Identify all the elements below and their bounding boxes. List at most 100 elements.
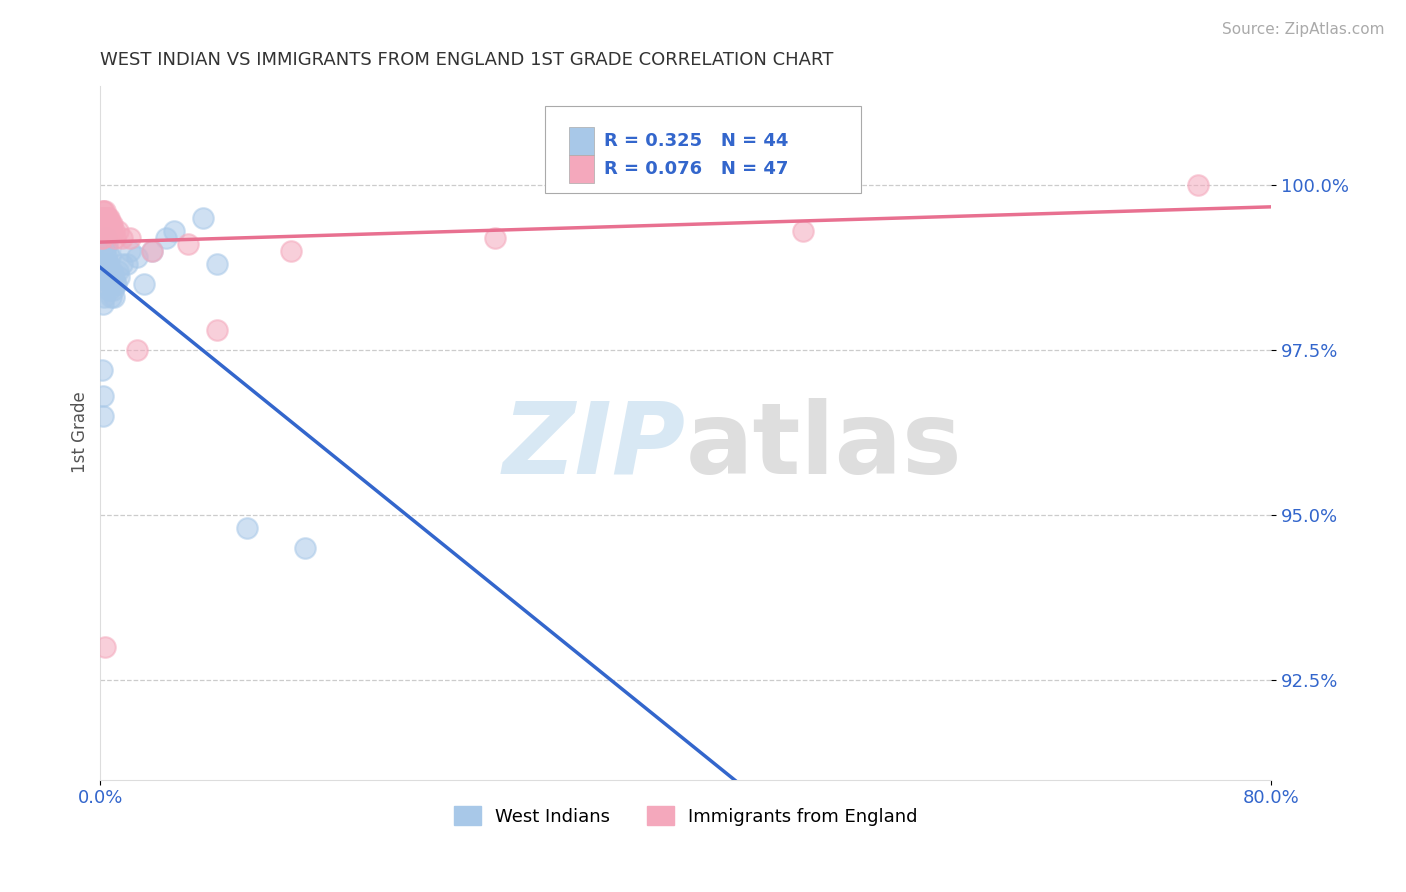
Point <box>93 257 115 271</box>
Point <box>91 204 114 219</box>
Point <box>90 211 112 225</box>
Point <box>103 224 125 238</box>
Point <box>101 217 124 231</box>
Legend: West Indians, Immigrants from England: West Indians, Immigrants from England <box>447 799 925 833</box>
Point <box>96 211 118 225</box>
Point <box>98 217 121 231</box>
Point <box>96 217 118 231</box>
FancyBboxPatch shape <box>546 106 862 193</box>
Point <box>93 211 115 225</box>
Point <box>484 230 506 244</box>
Point <box>91 277 114 291</box>
Point <box>96 263 118 277</box>
Point <box>98 263 121 277</box>
Point <box>125 251 148 265</box>
Text: ZIP: ZIP <box>503 398 686 495</box>
Point <box>90 230 112 244</box>
Point <box>141 244 163 258</box>
Point <box>155 230 177 244</box>
Point <box>96 251 118 265</box>
Point <box>1187 178 1209 192</box>
Point <box>97 217 120 231</box>
Point <box>104 230 127 244</box>
Point <box>100 290 122 304</box>
Point <box>280 244 302 258</box>
Point <box>90 224 112 238</box>
Point <box>107 224 129 238</box>
Point <box>107 263 129 277</box>
Point <box>235 521 257 535</box>
Point <box>96 211 118 225</box>
Point <box>294 541 316 556</box>
Point <box>207 323 229 337</box>
Point <box>96 237 118 252</box>
Text: R = 0.325   N = 44: R = 0.325 N = 44 <box>603 132 789 150</box>
Point <box>100 217 122 231</box>
Point <box>93 224 115 238</box>
Text: atlas: atlas <box>686 398 962 495</box>
Point <box>93 204 115 219</box>
Point <box>90 230 112 244</box>
Point <box>118 244 141 258</box>
Point <box>98 211 121 225</box>
Point <box>100 277 122 291</box>
Point <box>96 224 118 238</box>
Point <box>91 224 114 238</box>
Point <box>93 211 115 225</box>
Point <box>91 389 114 403</box>
Point <box>93 217 115 231</box>
Point <box>91 211 114 225</box>
Point <box>97 257 120 271</box>
Point <box>108 270 131 285</box>
Point <box>93 270 115 285</box>
Point <box>141 244 163 258</box>
Point <box>115 257 138 271</box>
Point <box>91 217 114 231</box>
Point <box>134 277 156 291</box>
Point <box>94 217 117 231</box>
Point <box>103 270 125 285</box>
Point <box>792 224 814 238</box>
Text: Source: ZipAtlas.com: Source: ZipAtlas.com <box>1222 22 1385 37</box>
Point <box>103 290 125 304</box>
Point <box>97 257 120 271</box>
Point <box>118 230 141 244</box>
Point <box>111 230 134 244</box>
Bar <box>568 155 595 183</box>
Point <box>94 244 117 258</box>
Point <box>91 204 114 219</box>
Point <box>93 217 115 231</box>
Point <box>125 343 148 357</box>
Point <box>104 277 127 291</box>
Point <box>93 224 115 238</box>
Point <box>162 224 184 238</box>
Point <box>100 224 122 238</box>
Point <box>101 284 124 298</box>
Point <box>97 224 120 238</box>
Point <box>98 277 121 291</box>
Point <box>105 277 128 291</box>
Point <box>101 263 124 277</box>
Point <box>97 244 120 258</box>
Point <box>177 237 200 252</box>
Point <box>91 296 114 310</box>
Point <box>97 270 120 285</box>
Point <box>98 224 121 238</box>
Point <box>96 230 118 244</box>
Point <box>191 211 214 225</box>
Y-axis label: 1st Grade: 1st Grade <box>72 392 89 474</box>
Point <box>94 211 117 225</box>
Point <box>98 284 121 298</box>
Point <box>91 409 114 423</box>
Point <box>94 640 117 655</box>
Point <box>93 290 115 304</box>
Point <box>91 224 114 238</box>
Point <box>111 257 134 271</box>
Text: R = 0.076   N = 47: R = 0.076 N = 47 <box>603 160 789 178</box>
Text: WEST INDIAN VS IMMIGRANTS FROM ENGLAND 1ST GRADE CORRELATION CHART: WEST INDIAN VS IMMIGRANTS FROM ENGLAND 1… <box>100 51 834 69</box>
Point <box>91 217 114 231</box>
Point <box>98 251 121 265</box>
Point <box>97 211 120 225</box>
Bar <box>568 128 595 155</box>
Point <box>207 257 229 271</box>
